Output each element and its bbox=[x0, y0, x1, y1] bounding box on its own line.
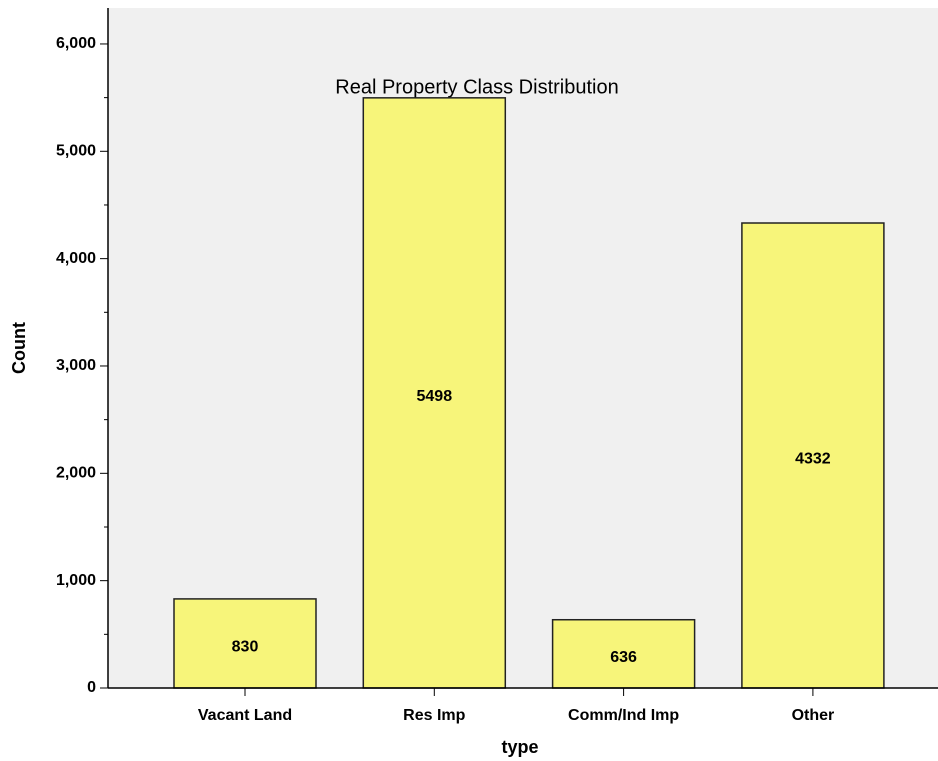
value-label: 5498 bbox=[417, 388, 453, 405]
value-label: 636 bbox=[610, 649, 637, 666]
y-tick-label: 5,000 bbox=[56, 143, 96, 160]
x-axis-label: type bbox=[501, 737, 538, 757]
bar bbox=[551, 618, 696, 689]
value-label: 830 bbox=[232, 639, 259, 656]
chart-title: Real Property Class Distribution bbox=[335, 76, 618, 98]
y-tick-label: 2,000 bbox=[56, 465, 96, 482]
value-label: 4332 bbox=[795, 451, 831, 468]
y-tick-label: 1,000 bbox=[56, 572, 96, 589]
x-tick-label: Vacant Land bbox=[198, 707, 292, 724]
x-tick-label: Comm/Ind Imp bbox=[568, 707, 679, 724]
bar bbox=[362, 97, 507, 689]
y-tick-label: 6,000 bbox=[56, 35, 96, 52]
x-tick-label: Res Imp bbox=[403, 707, 465, 724]
y-tick-label: 3,000 bbox=[56, 357, 96, 374]
y-axis-label: Count bbox=[9, 322, 29, 374]
y-tick-label: 0 bbox=[87, 679, 96, 696]
bar bbox=[741, 222, 885, 689]
y-tick-label: 4,000 bbox=[56, 250, 96, 267]
x-tick-label: Other bbox=[792, 707, 835, 724]
